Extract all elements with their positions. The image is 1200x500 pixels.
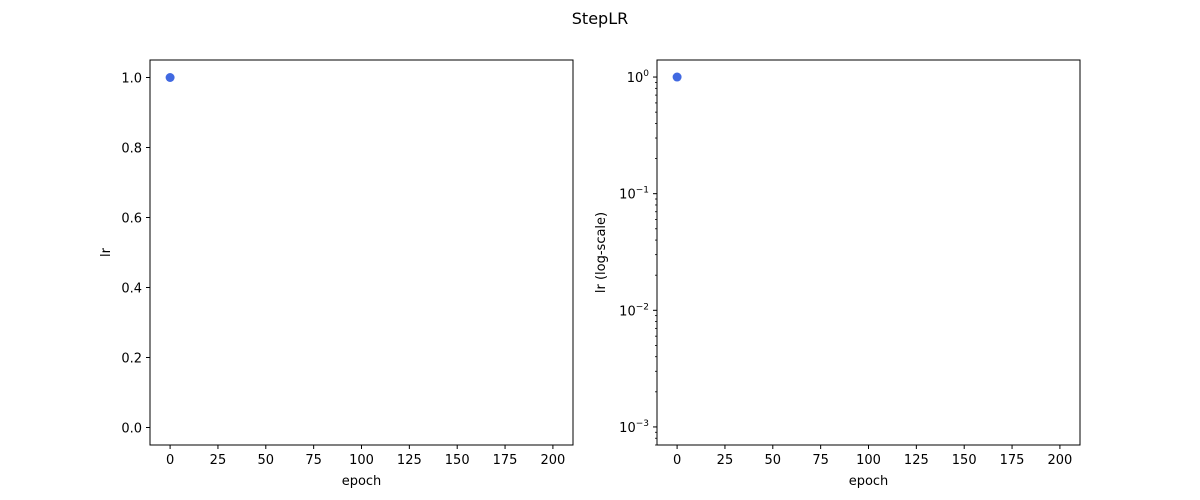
- y-tick-label: 10−3: [619, 419, 649, 436]
- data-point: [165, 73, 175, 82]
- x-tick-label: 0: [166, 453, 174, 468]
- x-tick-label: 200: [540, 453, 565, 468]
- x-tick-label: 150: [952, 453, 977, 468]
- x-tick-label: 175: [493, 453, 518, 468]
- y-tick-label: 1.0: [121, 72, 142, 87]
- data-point: [672, 72, 682, 82]
- x-tick-label: 125: [397, 453, 422, 468]
- x-tick-label: 75: [812, 453, 829, 468]
- right-chart: 0 25 50 75 100 125 150 175 200 10−3 10−2 10−1 100 epo…: [594, 59, 1081, 489]
- x-tick-label: 100: [856, 453, 881, 468]
- axes-frame: [656, 59, 1081, 446]
- y-tick-label: 0.6: [121, 212, 142, 227]
- x-tick-label: 25: [717, 453, 734, 468]
- y-axis-label: lr: [99, 247, 114, 257]
- y-tick-label: 10−1: [619, 186, 649, 203]
- y-tick-label: 0.2: [121, 352, 142, 367]
- x-tick-label: 75: [305, 453, 322, 468]
- y-tick-label: 0.4: [121, 282, 142, 297]
- axes-frame: [149, 59, 574, 446]
- x-axis-label: epoch: [849, 474, 889, 489]
- left-chart: 0 25 50 75 100 125 150 175 200 0.0 0.2 0.4 0.6 0.8 1.0…: [99, 59, 574, 489]
- y-tick-label: 100: [627, 69, 650, 86]
- x-tick-label: 50: [258, 453, 275, 468]
- y-tick-label: 10−2: [619, 302, 649, 319]
- x-tick-label: 0: [673, 453, 681, 468]
- x-tick-label: 100: [349, 453, 374, 468]
- x-axis-label: epoch: [342, 474, 382, 489]
- x-tick-label: 50: [765, 453, 782, 468]
- x-tick-label: 200: [1047, 453, 1072, 468]
- y-tick-label: 0.8: [121, 142, 142, 157]
- x-tick-label: 25: [210, 453, 227, 468]
- y-tick-label: 0.0: [121, 422, 142, 437]
- x-tick-label: 150: [445, 453, 470, 468]
- y-axis-label: lr (log-scale): [594, 212, 609, 293]
- x-tick-label: 125: [904, 453, 929, 468]
- x-tick-label: 175: [1000, 453, 1025, 468]
- figure-suptitle: StepLR: [572, 9, 628, 28]
